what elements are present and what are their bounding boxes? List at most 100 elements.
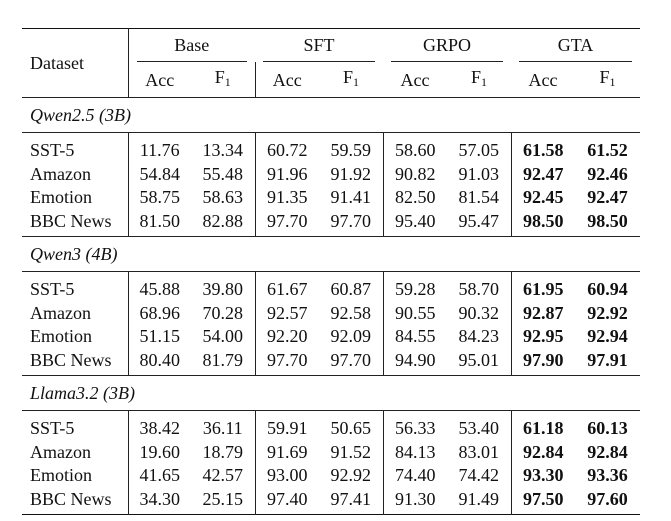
cell-base-f1: 82.88 — [191, 209, 256, 237]
cell-gta-f1: 60.13 — [587, 418, 628, 438]
model-section-header: Llama3.2 (3B) — [22, 376, 641, 411]
table-row: BBC News 80.40 81.79 97.70 97.70 94.90 9… — [22, 348, 641, 376]
cell-sft-f1: 91.52 — [319, 440, 384, 464]
dataset-name: Emotion — [22, 325, 129, 349]
metric-acc-header: Acc — [528, 69, 558, 90]
cell-sft-acc: 91.96 — [267, 163, 308, 184]
cell-base-f1: 42.57 — [191, 464, 256, 488]
cell-gta-f1: 97.60 — [587, 488, 628, 509]
model-section-header: Qwen2.5 (3B) — [22, 98, 641, 133]
cell-grpo-f1: 83.01 — [447, 440, 512, 464]
cell-sft-acc: 92.57 — [267, 302, 308, 323]
cell-gta-f1: 98.50 — [587, 210, 628, 231]
metric-f1-header: F1 — [471, 67, 488, 89]
dataset-name: Amazon — [22, 162, 129, 186]
cell-sft-acc: 91.69 — [267, 441, 308, 462]
group-header-gta: GTA — [511, 29, 640, 63]
cell-base-acc: 34.30 — [139, 488, 181, 509]
dataset-name: BBC News — [22, 348, 129, 376]
cell-sft-f1: 92.58 — [319, 301, 384, 325]
cell-sft-f1: 97.41 — [319, 487, 384, 515]
dataset-name: SST-5 — [22, 271, 129, 302]
cell-gta-f1: 97.91 — [587, 349, 628, 370]
cell-gta-f1: 92.47 — [587, 187, 628, 207]
cell-gta-acc: 92.95 — [523, 326, 564, 346]
cell-grpo-acc: 84.55 — [395, 326, 436, 346]
group-header-sft: SFT — [255, 29, 383, 63]
cell-grpo-f1: 81.54 — [447, 186, 512, 210]
cell-sft-f1: 97.70 — [319, 209, 384, 237]
cell-grpo-f1: 95.01 — [447, 348, 512, 376]
cell-gta-acc: 98.50 — [523, 210, 564, 231]
metric-f1-header: F1 — [599, 67, 616, 89]
table-row: SST-5 45.88 39.80 61.67 60.87 59.28 58.7… — [22, 271, 640, 302]
cell-sft-f1: 92.09 — [319, 325, 384, 349]
cell-gta-acc: 92.84 — [523, 441, 564, 462]
cell-base-acc: 58.75 — [139, 187, 181, 207]
cell-gta-f1: 92.46 — [587, 163, 628, 184]
cell-sft-acc: 61.67 — [267, 279, 308, 299]
cell-grpo-f1: 91.49 — [447, 487, 512, 515]
dataset-name: BBC News — [22, 487, 129, 515]
cell-grpo-f1: 53.40 — [447, 410, 512, 441]
cell-sft-f1: 50.65 — [319, 410, 384, 441]
cell-grpo-acc: 56.33 — [395, 418, 436, 438]
cell-sft-acc: 91.35 — [267, 187, 308, 207]
cell-grpo-acc: 94.90 — [395, 349, 436, 370]
cell-sft-acc: 97.70 — [267, 210, 308, 231]
model-section-header: Qwen3 (4B) — [22, 237, 641, 272]
cell-gta-acc: 97.50 — [523, 488, 564, 509]
cell-base-f1: 70.28 — [191, 301, 256, 325]
cell-base-acc: 54.84 — [139, 163, 181, 184]
cell-gta-acc: 61.58 — [523, 140, 564, 160]
table-row: Emotion 51.15 54.00 92.20 92.09 84.55 84… — [22, 325, 640, 349]
cell-grpo-f1: 84.23 — [447, 325, 512, 349]
cell-base-f1: 55.48 — [191, 162, 256, 186]
cell-gta-acc: 92.47 — [523, 163, 564, 184]
cell-sft-acc: 97.70 — [267, 349, 308, 370]
cell-base-f1: 18.79 — [191, 440, 256, 464]
cell-grpo-f1: 90.32 — [447, 301, 512, 325]
model-name: Qwen2.5 (3B) — [30, 105, 131, 125]
cell-base-acc: 19.60 — [139, 441, 181, 462]
cell-grpo-acc: 84.13 — [395, 441, 436, 462]
cell-base-f1: 25.15 — [191, 487, 256, 515]
cell-grpo-f1: 91.03 — [447, 162, 512, 186]
cell-base-f1: 58.63 — [191, 186, 256, 210]
cell-sft-f1: 92.92 — [319, 464, 384, 488]
cell-grpo-acc: 59.28 — [395, 279, 436, 299]
table-row: BBC News 81.50 82.88 97.70 97.70 95.40 9… — [22, 209, 641, 237]
cell-grpo-f1: 58.70 — [447, 271, 512, 302]
metric-f1-header: F1 — [342, 67, 359, 89]
cell-gta-acc: 61.18 — [523, 418, 564, 438]
cell-base-f1: 54.00 — [191, 325, 256, 349]
cell-gta-f1: 93.36 — [587, 465, 628, 485]
cell-base-f1: 39.80 — [191, 271, 256, 302]
cell-gta-acc: 97.90 — [523, 349, 564, 370]
dataset-name: BBC News — [22, 209, 129, 237]
cell-grpo-acc: 58.60 — [395, 140, 436, 160]
cell-base-acc: 68.96 — [139, 302, 181, 323]
metric-acc-header: Acc — [145, 69, 175, 90]
cell-grpo-acc: 95.40 — [395, 210, 436, 231]
dataset-header: Dataset — [22, 28, 129, 98]
cell-sft-f1: 91.92 — [319, 162, 384, 186]
cell-grpo-f1: 95.47 — [447, 209, 512, 237]
metric-header-row: Acc F1 Acc F1 Acc F1 Acc F1 — [22, 62, 641, 98]
group-header-base: Base — [128, 29, 255, 63]
cell-base-f1: 36.11 — [191, 410, 256, 441]
cell-base-acc: 51.15 — [139, 326, 181, 346]
metric-f1-header: F1 — [191, 62, 256, 98]
cell-base-acc: 80.40 — [139, 349, 181, 370]
results-table: Dataset Base SFT GRPO GTA Acc F1 Acc F1 … — [22, 28, 641, 515]
cell-gta-acc: 93.30 — [523, 465, 564, 485]
table-row: SST-5 38.42 36.11 59.91 50.65 56.33 53.4… — [22, 410, 640, 441]
table-row: Emotion 41.65 42.57 93.00 92.92 74.40 74… — [22, 464, 640, 488]
group-header-grpo: GRPO — [383, 29, 511, 63]
table-row: SST-5 11.76 13.34 60.72 59.59 58.60 57.0… — [22, 132, 640, 163]
table-row: Amazon 54.84 55.48 91.96 91.92 90.82 91.… — [22, 162, 640, 186]
metric-acc-header: Acc — [400, 69, 430, 90]
results-body: Qwen2.5 (3B) SST-5 11.76 13.34 60.72 59.… — [22, 98, 641, 515]
dataset-name: Emotion — [22, 464, 129, 488]
